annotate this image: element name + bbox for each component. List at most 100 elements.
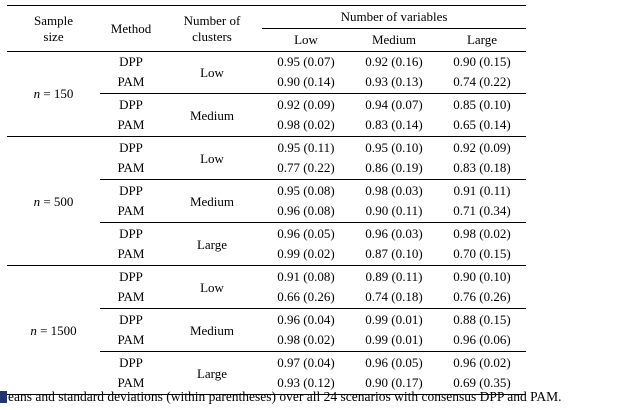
method-cell: PAM: [117, 117, 145, 132]
method-cell: DPP: [119, 54, 143, 69]
table-row: DPP Large 0.96 (0.05) 0.96 (0.03) 0.98 (…: [7, 222, 526, 266]
table-row: PAM 0.93 (0.12) 0.90 (0.17) 0.69 (0.35): [7, 373, 526, 395]
col-header-variables-group: Number of variables: [262, 5, 526, 29]
value-cell: 0.96 (0.06): [453, 332, 511, 347]
value-cell: 0.96 (0.05): [262, 222, 350, 244]
table-row: PAM 0.90 (0.14) 0.93 (0.13) 0.74 (0.22): [7, 72, 526, 94]
value-cell: 0.98 (0.02): [277, 117, 335, 132]
value-cell: 0.95 (0.10): [350, 136, 438, 158]
clusters-cell: Low: [162, 265, 262, 309]
sample-size-value: = 150: [43, 86, 74, 101]
value-cell: 0.86 (0.19): [365, 160, 423, 175]
method-cell: DPP: [100, 93, 162, 115]
value-cell: 0.93 (0.13): [365, 74, 423, 89]
value-cell: 0.83 (0.18): [453, 160, 511, 175]
value-cell: 0.90 (0.11): [365, 203, 423, 218]
method-cell: DPP: [100, 351, 162, 373]
clusters-cell: Large: [162, 222, 262, 266]
group-n500: n = 500 DPP Low 0.95 (0.11) 0.95 (0.10) …: [7, 136, 526, 266]
method-cell: PAM: [117, 289, 145, 304]
table-row: PAM 0.96 (0.08) 0.90 (0.11) 0.71 (0.34): [7, 201, 526, 223]
table-row: n = 1500 DPP Low 0.91 (0.08) 0.89 (0.11)…: [7, 265, 526, 395]
header-row-1: Sample size Method Number of clusters Nu…: [7, 5, 526, 52]
clusters-cell: Medium: [162, 179, 262, 223]
clusters-cell: Medium: [162, 93, 262, 137]
value-cell: 0.95 (0.11): [262, 136, 350, 158]
clusters-cell: Large: [162, 351, 262, 395]
value-cell: 0.90 (0.14): [277, 74, 335, 89]
col-header-clusters: Number of clusters: [162, 5, 262, 52]
clusters-cell: Medium: [162, 308, 262, 352]
caption-cutoff-mark: [0, 391, 7, 403]
value-cell: 0.65 (0.14): [453, 117, 511, 132]
value-cell: 0.83 (0.14): [365, 117, 423, 132]
value-cell: 0.96 (0.03): [350, 222, 438, 244]
group-n150: n = 150 DPP Low 0.95 (0.07) 0.92 (0.16) …: [7, 52, 526, 137]
table-row: PAM 0.99 (0.02) 0.87 (0.10) 0.70 (0.15): [7, 244, 526, 266]
value-cell: 0.95 (0.08): [262, 179, 350, 201]
method-cell: DPP: [100, 308, 162, 330]
value-cell: 0.99 (0.01): [365, 332, 423, 347]
results-table: Sample size Method Number of clusters Nu…: [7, 5, 526, 395]
value-cell: 0.99 (0.01): [350, 308, 438, 330]
table-row: n = 150 DPP Low 0.95 (0.07) 0.92 (0.16) …: [7, 52, 526, 101]
value-cell: 0.77 (0.22): [277, 160, 335, 175]
value-cell: 0.90 (0.10): [438, 265, 526, 287]
value-cell: 0.98 (0.03): [350, 179, 438, 201]
clusters-cell: Low: [162, 136, 262, 180]
value-cell: 0.99 (0.02): [277, 246, 335, 261]
value-cell: 0.90 (0.15): [453, 54, 511, 69]
method-cell: PAM: [117, 160, 145, 175]
sample-size-value: = 1500: [40, 322, 77, 338]
sample-size-cell: n = 500: [7, 136, 100, 266]
value-cell: 0.71 (0.34): [453, 203, 511, 218]
table-row: PAM 0.98 (0.02) 0.99 (0.01) 0.96 (0.06): [7, 330, 526, 352]
value-cell: 0.98 (0.02): [438, 222, 526, 244]
value-cell: 0.90 (0.17): [365, 375, 423, 390]
table-row: PAM 0.98 (0.02) 0.83 (0.14) 0.65 (0.14): [7, 115, 526, 137]
value-cell: 0.96 (0.05): [350, 351, 438, 373]
method-cell: PAM: [117, 332, 145, 347]
method-cell: DPP: [100, 136, 162, 158]
value-cell: 0.69 (0.35): [453, 375, 511, 390]
method-cell: PAM: [117, 375, 145, 390]
table-row: DPP Large 0.97 (0.04) 0.96 (0.05) 0.96 (…: [7, 351, 526, 395]
value-cell: 0.92 (0.16): [365, 54, 423, 69]
value-cell: 0.74 (0.22): [453, 74, 511, 89]
value-cell: 0.70 (0.15): [453, 246, 511, 261]
value-cell: 0.98 (0.02): [277, 332, 335, 347]
value-cell: 0.96 (0.04): [262, 308, 350, 330]
value-cell: 0.95 (0.07): [277, 54, 335, 69]
method-cell: PAM: [117, 74, 145, 89]
sample-size-symbol: n: [33, 193, 41, 209]
table-row: DPP Medium 0.92 (0.09) 0.94 (0.07) 0.85 …: [7, 93, 526, 137]
value-cell: 0.88 (0.15): [438, 308, 526, 330]
col-header-medium: Medium: [350, 28, 438, 52]
col-header-low: Low: [262, 28, 350, 52]
caption-text: eans and standard deviations (within par…: [8, 389, 562, 404]
sample-size-symbol: n: [30, 322, 37, 338]
table-row: PAM 0.66 (0.26) 0.74 (0.18) 0.76 (0.26): [7, 287, 526, 309]
table-caption: eans and standard deviations (within par…: [0, 388, 640, 405]
col-header-sample-size: Sample size: [7, 5, 100, 52]
value-cell: 0.91 (0.11): [438, 179, 526, 201]
sample-size-cell: n = 1500: [7, 265, 100, 395]
value-cell: 0.89 (0.11): [350, 265, 438, 287]
sample-size-symbol: n: [33, 86, 41, 101]
value-cell: 0.96 (0.08): [277, 203, 335, 218]
header-row-2: Low Medium Large: [7, 28, 526, 52]
sample-size-cell: n = 150: [7, 52, 100, 137]
table-row: PAM 0.77 (0.22) 0.86 (0.19) 0.83 (0.18): [7, 158, 526, 180]
value-cell: 0.74 (0.18): [365, 289, 423, 304]
sample-size-value: = 500: [43, 193, 74, 209]
value-cell: 0.96 (0.02): [438, 351, 526, 373]
value-cell: 0.93 (0.12): [277, 375, 335, 390]
col-header-large: Large: [438, 28, 526, 52]
value-cell: 0.92 (0.09): [438, 136, 526, 158]
method-cell: PAM: [117, 246, 145, 261]
table-row: n = 500 DPP Low 0.95 (0.11) 0.95 (0.10) …: [7, 136, 526, 266]
value-cell: 0.87 (0.10): [365, 246, 423, 261]
table-row: DPP Medium 0.95 (0.08) 0.98 (0.03) 0.91 …: [7, 179, 526, 223]
value-cell: 0.76 (0.26): [453, 289, 511, 304]
value-cell: 0.97 (0.04): [262, 351, 350, 373]
